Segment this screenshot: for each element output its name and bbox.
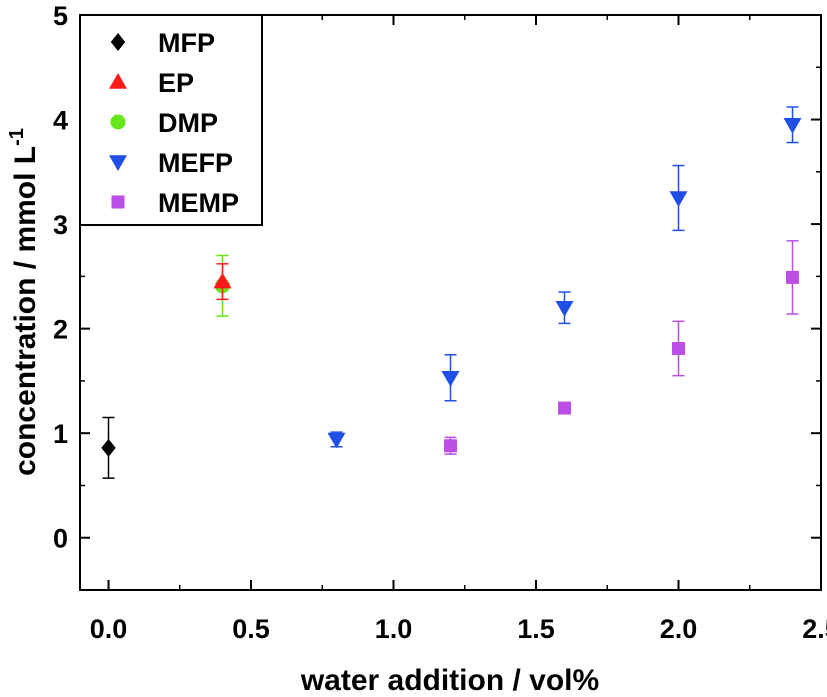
tick-labels: 0.0 0.5 1.0 1.5 2.0 2.5 0 1 2 3 4 5	[53, 1, 827, 644]
legend-dmp-marker	[110, 114, 126, 130]
legend-mefp-label: MEFP	[158, 148, 233, 178]
legend-mfp-label: MFP	[158, 28, 215, 58]
x-tick-label: 1.5	[517, 614, 555, 644]
x-tick-label: 2.5	[802, 614, 827, 644]
y-tick-label: 5	[53, 1, 68, 31]
legend-dmp-label: DMP	[158, 108, 218, 138]
mfp-point	[101, 438, 116, 457]
mefp-point	[783, 118, 802, 134]
y-axis-title: concentration / mmol L-1	[6, 128, 42, 476]
ep-point	[213, 272, 232, 289]
memp-point	[558, 401, 571, 415]
y-tick-label: 3	[53, 210, 68, 240]
legend-ep-label: EP	[158, 68, 194, 98]
mefp-point	[669, 191, 688, 207]
memp-point	[672, 342, 685, 355]
legend-memp-label: MEMP	[158, 188, 239, 218]
y-tick-label: 0	[53, 524, 68, 554]
x-tick-label: 0.5	[232, 614, 270, 644]
x-tick-label: 2.0	[660, 614, 698, 644]
mefp-point	[327, 432, 346, 449]
legend: MFP EP DMP MEFP MEMP	[109, 28, 239, 218]
legend-mefp-marker	[109, 155, 127, 171]
x-tick-label: 1.0	[375, 614, 413, 644]
legend-mfp-marker	[110, 33, 126, 51]
memp-point	[786, 270, 799, 284]
mefp-point	[441, 371, 460, 387]
y-axis-title-main: concentration / mmol L	[9, 146, 42, 476]
plot-frame	[79, 14, 822, 591]
mefp-point	[555, 300, 574, 317]
x-axis-title: water addition / vol%	[300, 664, 599, 697]
y-tick-label: 1	[53, 419, 68, 449]
y-tick-label: 2	[53, 315, 68, 345]
legend-memp-marker	[111, 195, 125, 209]
data-marks	[101, 106, 802, 479]
memp-point	[444, 439, 457, 453]
y-axis-title-superscript: -1	[6, 128, 28, 146]
legend-ep-marker	[109, 73, 127, 89]
y-tick-label: 4	[53, 106, 68, 136]
legend-box	[79, 14, 263, 226]
x-tick-label: 0.0	[90, 614, 128, 644]
